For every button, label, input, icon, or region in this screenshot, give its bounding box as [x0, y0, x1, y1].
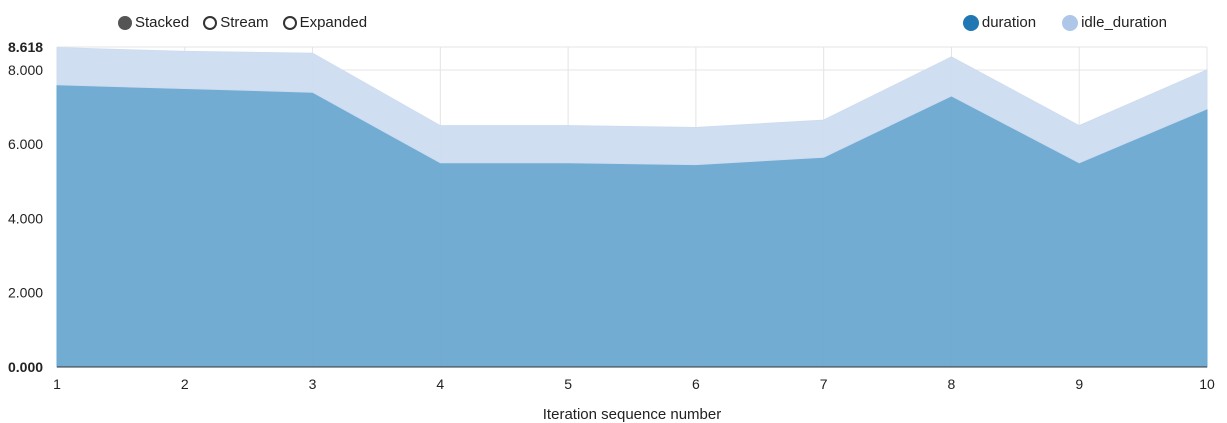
chart-style-controls: Stacked Stream Expanded — [118, 14, 367, 31]
stream-option[interactable]: Stream — [203, 14, 269, 31]
legend-label-duration: duration — [981, 14, 1037, 31]
x-tick-label: 2 — [181, 376, 189, 392]
x-tick-label: 4 — [436, 376, 444, 392]
stacked-radio-icon[interactable] — [118, 15, 132, 30]
stream-radio-icon[interactable] — [203, 15, 218, 30]
idle-duration-swatch-icon — [1062, 14, 1079, 31]
y-tick-label: 8.000 — [8, 62, 43, 78]
x-tick-label: 7 — [820, 376, 828, 392]
stream-label: Stream — [220, 14, 269, 31]
x-tick-label: 1 — [53, 376, 61, 392]
expanded-radio-icon[interactable] — [282, 15, 297, 30]
stacked-label: Stacked — [135, 14, 190, 31]
x-tick-label: 8 — [948, 376, 956, 392]
x-tick-label: 10 — [1199, 376, 1215, 392]
legend-item-duration[interactable]: duration — [962, 14, 1037, 31]
legend-label-idle-duration: idle_duration — [1081, 14, 1167, 31]
x-tick-label: 9 — [1075, 376, 1083, 392]
x-tick-label: 5 — [564, 376, 572, 392]
y-tick-label: 6.000 — [8, 136, 43, 152]
x-tick-label: 3 — [309, 376, 317, 392]
chart-legend: duration idle_duration — [962, 14, 1167, 31]
duration-swatch-icon — [962, 14, 979, 31]
y-tick-label: 4.000 — [8, 210, 43, 226]
y-tick-label: 2.000 — [8, 285, 43, 301]
x-axis-title: Iteration sequence number — [543, 406, 721, 423]
expanded-option[interactable]: Expanded — [282, 14, 368, 31]
x-tick-label: 6 — [692, 376, 700, 392]
area-series-idle-duration — [56, 47, 1208, 166]
legend-item-idle-duration[interactable]: idle_duration — [1062, 14, 1167, 31]
y-tick-label: 0.000 — [8, 359, 43, 375]
y-tick-label: 8.618 — [8, 39, 43, 55]
expanded-label: Expanded — [299, 14, 368, 31]
stacked-option[interactable]: Stacked — [118, 14, 189, 31]
